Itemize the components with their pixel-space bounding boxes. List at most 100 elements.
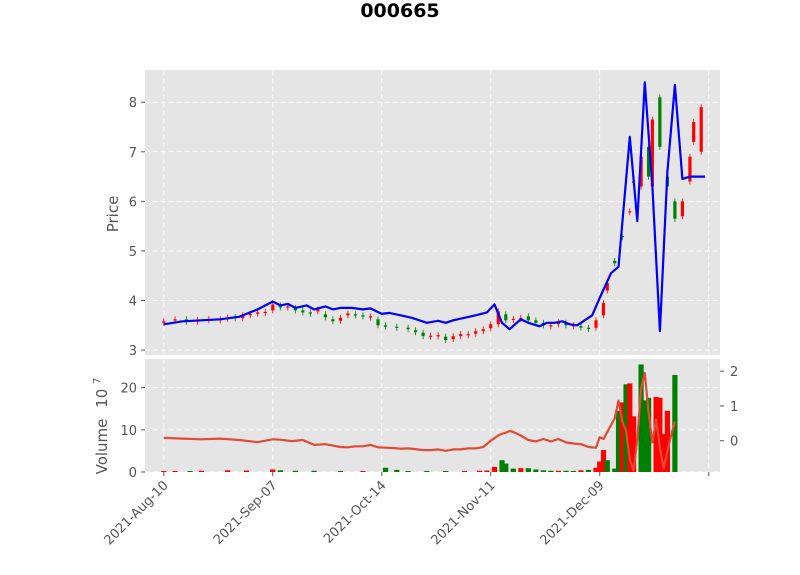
volume-bar (198, 470, 204, 472)
volume-bar (645, 397, 652, 472)
volume-bar (476, 470, 483, 472)
volume-grid (145, 359, 720, 473)
price-ytick-label: 6 (129, 195, 137, 210)
price-ytick-label: 5 (129, 245, 137, 260)
candle (699, 107, 703, 152)
volume-bar (187, 471, 193, 472)
volume-ytick-label: 0 (129, 466, 137, 481)
candle (308, 312, 312, 314)
volume-bar (405, 471, 411, 472)
candle (353, 314, 358, 316)
volume-bar (510, 468, 516, 472)
xtick-label: 2021-Dec-09 (537, 478, 607, 548)
volume-ytick-label: 10 (120, 424, 137, 439)
volume-bar (600, 450, 607, 472)
volume-bar (585, 469, 592, 472)
candle (496, 311, 500, 325)
candle (331, 319, 335, 322)
volume-bar (653, 396, 659, 472)
candle (650, 119, 654, 187)
volume-bar (270, 469, 276, 472)
candle (444, 336, 448, 341)
price-ytick-label: 7 (129, 146, 137, 161)
volume-ylabel: Volume 10 7 (92, 378, 111, 475)
candle (673, 201, 677, 219)
xtick-label: 2021-Sep-07 (211, 478, 281, 548)
price-ytick-label: 4 (129, 294, 137, 309)
candle (601, 302, 606, 316)
candle (429, 335, 433, 337)
candle (628, 211, 632, 213)
volume-bar (630, 416, 637, 472)
candle (241, 315, 245, 319)
volume-ylabel-exponent: 7 (92, 378, 103, 384)
candle (613, 260, 617, 264)
candle (466, 334, 470, 336)
candle (301, 310, 305, 313)
price-panel: 3 4 5 6 7 8 Price (104, 70, 720, 359)
volume-bar (533, 469, 539, 472)
candle (688, 156, 692, 182)
candle (286, 306, 290, 308)
candle (605, 283, 609, 291)
volume-bar (394, 469, 400, 472)
volume-bar (277, 470, 283, 472)
candle (173, 319, 177, 321)
volume-bar (612, 468, 618, 472)
candle (489, 324, 493, 329)
candle (406, 327, 410, 330)
volume-bar (578, 470, 584, 472)
volume-bar (615, 410, 622, 472)
price-plot-background (145, 70, 720, 355)
volume-bar (337, 470, 344, 472)
volume-bar (563, 470, 569, 472)
price-yticks: 3 4 5 6 7 8 (129, 96, 145, 359)
candle (162, 321, 166, 323)
volume-line (163, 371, 676, 472)
volume-panel: 0 10 20 0 1 2 2021-Aug-10 2021-Sep-07 2021-Oct… (92, 359, 738, 548)
volume-right-ytick-label: 0 (730, 435, 738, 450)
candle (316, 309, 320, 312)
candle (413, 330, 418, 333)
volume-bar (597, 461, 603, 472)
candle (421, 332, 425, 337)
volume-bar (503, 463, 509, 472)
volume-ylabel-base: 10 (93, 389, 111, 408)
xtick-label: 2021-Nov-11 (429, 478, 499, 548)
candle (451, 336, 455, 340)
x-axis-ticks: 2021-Aug-10 2021-Sep-07 2021-Oct-14 2021-No… (102, 472, 710, 548)
volume-ylabel-text: Volume 10 7 (92, 378, 111, 475)
volume-bar (461, 470, 468, 472)
candle (361, 315, 365, 317)
candle (338, 317, 343, 321)
volume-right-ytick-label: 1 (730, 400, 738, 415)
volume-bar (518, 468, 524, 472)
volume-bar (642, 400, 648, 472)
candle (474, 331, 478, 334)
volume-bar (491, 466, 498, 472)
volume-bar (657, 397, 663, 472)
volume-bar (424, 470, 430, 472)
price-line-group (163, 81, 705, 333)
candle (526, 316, 530, 321)
candle (293, 307, 297, 311)
volume-bar (161, 471, 167, 472)
candle (620, 236, 624, 238)
volume-ytick-label: 20 (120, 382, 137, 397)
candle (368, 316, 373, 318)
volume-bar (484, 470, 490, 472)
volume-bar (225, 470, 231, 472)
xtick-label: 2021-Oct-14 (321, 478, 389, 546)
price-ytick-label: 3 (129, 344, 137, 359)
candle (556, 322, 560, 325)
candle (459, 334, 463, 337)
volume-bar (661, 434, 667, 472)
volume-bar (243, 470, 250, 472)
candle (395, 326, 399, 328)
chart-title: 000665 (360, 0, 439, 22)
candle (504, 314, 508, 321)
volume-yticks: 0 10 20 (120, 382, 145, 481)
candle (271, 304, 275, 311)
candle (481, 329, 485, 332)
